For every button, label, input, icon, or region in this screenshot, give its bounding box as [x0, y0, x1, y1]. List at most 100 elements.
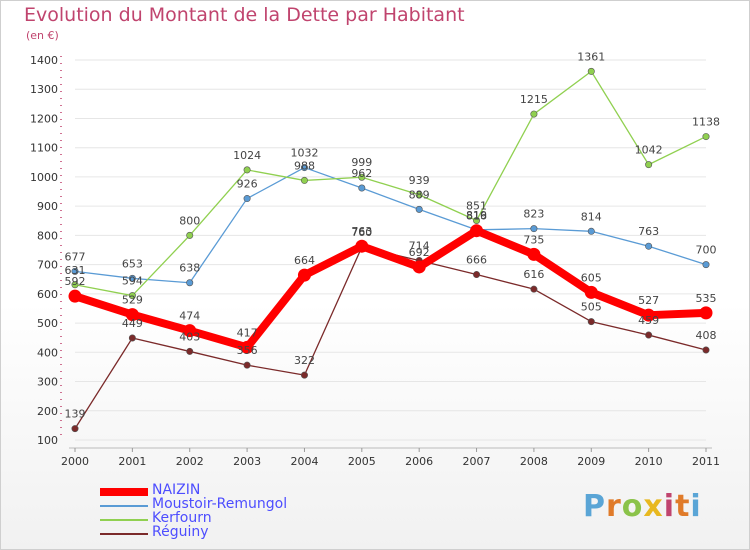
y-tick-label: 600 — [37, 288, 58, 301]
data-point — [128, 334, 136, 342]
logo-letter: o — [621, 489, 644, 524]
data-point — [71, 281, 79, 289]
data-label: 403 — [179, 330, 200, 343]
data-point — [243, 361, 251, 369]
data-label: 592 — [65, 275, 86, 288]
x-tick-label: 2007 — [463, 455, 491, 468]
data-point — [642, 308, 656, 322]
data-point — [183, 324, 197, 338]
data-point — [473, 271, 481, 279]
data-point — [699, 306, 713, 320]
data-label: 823 — [523, 208, 544, 221]
data-point — [128, 274, 136, 282]
data-point — [587, 67, 595, 75]
data-point — [243, 195, 251, 203]
data-point — [415, 191, 423, 199]
data-label: 631 — [65, 264, 86, 277]
data-point — [645, 331, 653, 339]
data-label: 851 — [466, 199, 487, 212]
data-point — [415, 205, 423, 213]
legend-label-kerfourn: Kerfourn — [152, 510, 212, 526]
data-label: 474 — [179, 310, 200, 323]
data-label: 816 — [466, 210, 487, 223]
legend-swatch-reguiny — [100, 533, 148, 535]
data-point — [71, 425, 79, 433]
data-point — [186, 347, 194, 355]
data-point — [243, 166, 251, 174]
data-point — [473, 216, 481, 224]
data-point — [702, 346, 710, 354]
series-line-1 — [74, 166, 707, 284]
data-label: 999 — [351, 156, 372, 169]
data-label: 1042 — [635, 144, 663, 157]
data-label: 527 — [638, 294, 659, 307]
data-point — [584, 285, 598, 299]
data-label: 505 — [581, 301, 602, 314]
x-tick-label: 2006 — [405, 455, 433, 468]
y-tick-label: 200 — [37, 405, 58, 418]
y-tick-label: 300 — [37, 376, 58, 389]
data-label: 1032 — [290, 147, 318, 160]
y-tick-label: 1100 — [30, 142, 58, 155]
data-label: 605 — [581, 271, 602, 284]
proxiti-logo: Proxiti — [583, 489, 702, 524]
data-point — [71, 267, 79, 275]
data-label: 139 — [65, 408, 86, 421]
data-point — [125, 308, 139, 322]
data-label: 763 — [638, 225, 659, 238]
y-tick-label: 700 — [37, 259, 58, 272]
data-point — [186, 231, 194, 239]
data-point — [128, 292, 136, 300]
data-label: 1024 — [233, 149, 261, 162]
data-point — [355, 239, 369, 253]
data-point — [68, 289, 82, 303]
x-tick-label: 2001 — [118, 455, 146, 468]
data-label: 459 — [638, 314, 659, 327]
data-label: 356 — [237, 344, 258, 357]
y-tick-label: 1400 — [30, 54, 58, 67]
data-point — [587, 318, 595, 326]
data-label: 417 — [237, 326, 258, 339]
x-tick-label: 2002 — [176, 455, 204, 468]
chart-unit: (en €) — [26, 29, 59, 42]
x-tick-label: 2005 — [348, 455, 376, 468]
data-point — [530, 285, 538, 293]
legend-label-moustoir-remungol: Moustoir-Remungol — [152, 496, 288, 512]
y-tick-label: 500 — [37, 317, 58, 330]
data-point — [240, 340, 254, 354]
x-tick-label: 2009 — [577, 455, 605, 468]
data-point — [527, 247, 541, 261]
data-label: 664 — [294, 254, 315, 267]
data-label: 616 — [523, 268, 544, 281]
series-line-0 — [73, 226, 707, 352]
data-label: 408 — [696, 329, 717, 342]
data-label: 1361 — [577, 50, 605, 63]
legend-label-naizin: NAIZIN — [152, 482, 201, 498]
y-tick-label: 100 — [37, 434, 58, 447]
logo-letter: i — [663, 489, 676, 524]
data-label: 638 — [179, 262, 200, 275]
y-tick-label: 900 — [37, 200, 58, 213]
data-label: 763 — [351, 225, 372, 238]
data-label: 449 — [122, 317, 143, 330]
data-label: 322 — [294, 354, 315, 367]
data-label: 889 — [409, 188, 430, 201]
x-tick-label: 2011 — [692, 455, 720, 468]
data-point — [300, 176, 308, 184]
y-tick-label: 1200 — [30, 112, 58, 125]
data-label: 800 — [179, 214, 200, 227]
data-point — [297, 268, 311, 282]
data-label: 653 — [122, 257, 143, 270]
data-point — [645, 161, 653, 169]
data-label: 760 — [351, 226, 372, 239]
x-tick-label: 2008 — [520, 455, 548, 468]
logo-letter: r — [606, 489, 622, 524]
legend-swatch-kerfourn — [100, 519, 148, 521]
data-label: 692 — [409, 246, 430, 259]
data-point — [530, 225, 538, 233]
data-point — [186, 279, 194, 287]
series-line-2 — [74, 70, 707, 297]
data-label: 1138 — [692, 116, 720, 129]
data-point — [702, 261, 710, 269]
